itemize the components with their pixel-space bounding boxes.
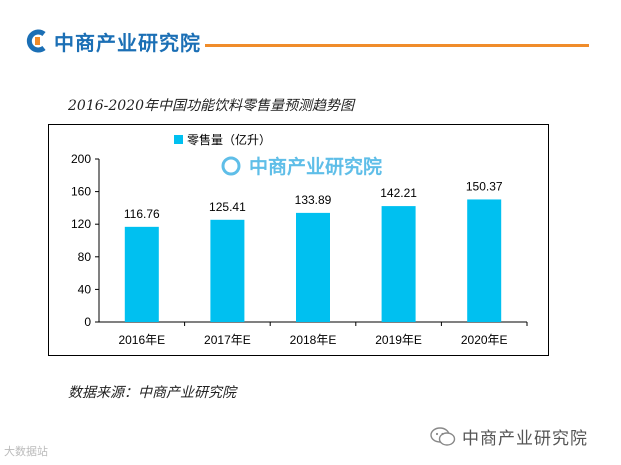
footer-brand: 中商产业研究院 (430, 424, 588, 449)
brand-c-icon (26, 29, 46, 53)
legend-swatch (174, 135, 183, 144)
footer-brand-name: 中商产业研究院 (462, 429, 588, 449)
bar-1 (124, 226, 159, 322)
y-tick-label: 80 (78, 250, 92, 264)
x-tick-label: 2019年E (375, 333, 422, 347)
chart-watermark: 中商产业研究院 (249, 155, 382, 178)
data-label: 133.89 (295, 193, 332, 207)
x-tick-label: 2020年E (461, 333, 508, 347)
wechat-icon (430, 426, 456, 446)
legend-label: 零售量（亿升） (187, 132, 271, 147)
data-label: 116.76 (124, 207, 160, 221)
chart-watermark-icon (221, 156, 241, 176)
data-label: 150.37 (466, 179, 503, 193)
y-tick-label: 120 (71, 217, 91, 231)
y-tick-label: 0 (84, 315, 91, 329)
bar-3 (296, 212, 330, 322)
y-tick-label: 200 (71, 152, 91, 166)
header-divider (205, 44, 589, 47)
x-tick-label: 2017年E (204, 333, 251, 347)
brand-logo: 中商产业研究院 (26, 26, 201, 56)
bar-5 (467, 199, 502, 322)
data-label: 142.21 (380, 186, 417, 200)
x-tick-label: 2018年E (290, 333, 337, 347)
chart-title: 2016-2020年中国功能饮料零售量预测趋势图 (68, 98, 354, 114)
chart-frame: 0 40 80 120 160 200 中商产业研究院 零售量（亿升） 116.76 2016年E… (48, 124, 549, 356)
bar-chart: 0 40 80 120 160 200 中商产业研究院 零售量（亿升） 116.76 2016年E… (71, 132, 528, 347)
corner-watermark: 大数据站 (4, 445, 48, 458)
brand-name: 中商产业研究院 (54, 30, 201, 55)
bar-4 (381, 206, 416, 322)
y-tick-label: 160 (71, 185, 91, 199)
y-tick-label: 40 (78, 282, 92, 296)
data-source: 数据来源：中商产业研究院 (68, 385, 236, 401)
data-label: 125.41 (209, 200, 246, 214)
x-tick-label: 2016年E (118, 333, 165, 347)
bar-2 (210, 219, 245, 322)
